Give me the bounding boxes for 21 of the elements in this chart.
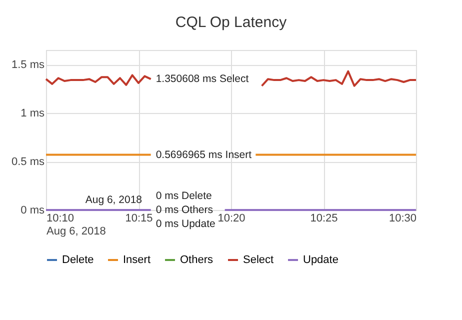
chart-title: CQL Op Latency: [175, 14, 288, 31]
y-tick-label: 0 ms: [20, 204, 45, 216]
y-tick-label: 0.5 ms: [11, 156, 45, 168]
legend-label: Others: [180, 254, 214, 266]
x-tick-label: 10:10 Aug 6, 2018: [46, 212, 106, 238]
annotation: 1.350608 ms Select: [156, 73, 249, 86]
annotation: 0.5696965 ms Insert: [156, 148, 252, 161]
x-tick-label: 10:30: [388, 212, 416, 224]
annotation: 0 ms Others: [156, 204, 214, 216]
legend-label: Select: [243, 254, 274, 266]
x-tick-label: 10:20: [218, 212, 246, 224]
legend-label: Delete: [62, 254, 94, 266]
annotation: 0 ms Update: [156, 218, 216, 230]
annotation: Aug 6, 2018: [85, 194, 142, 206]
y-tick-label: 1.5 ms: [11, 59, 45, 72]
x-tick-label: 10:25: [310, 212, 338, 224]
legend-label: Insert: [123, 254, 151, 266]
y-tick-label: 1 ms: [20, 108, 45, 120]
legend-label: Update: [303, 254, 338, 266]
x-tick-label: 10:15: [125, 212, 153, 224]
annotation: 0 ms Delete: [156, 190, 212, 202]
